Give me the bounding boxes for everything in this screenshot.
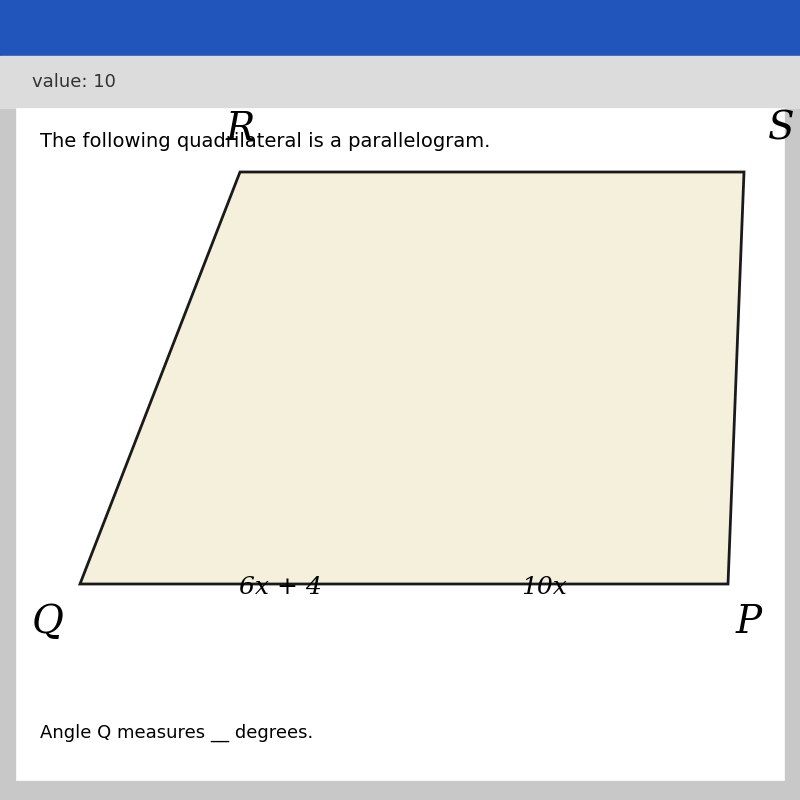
FancyBboxPatch shape [0,0,800,56]
Text: P: P [736,604,762,641]
Text: 10x: 10x [521,576,567,599]
Polygon shape [80,172,744,584]
Text: 6x + 4: 6x + 4 [238,576,322,599]
FancyBboxPatch shape [0,56,800,108]
Text: value: 10: value: 10 [32,74,116,91]
FancyBboxPatch shape [16,108,784,780]
Text: S: S [768,111,794,148]
Text: R: R [226,111,254,148]
Text: Q: Q [32,604,64,641]
Text: Angle Q measures __ degrees.: Angle Q measures __ degrees. [40,724,314,742]
Text: The following quadrilateral is a parallelogram.: The following quadrilateral is a paralle… [40,132,490,151]
